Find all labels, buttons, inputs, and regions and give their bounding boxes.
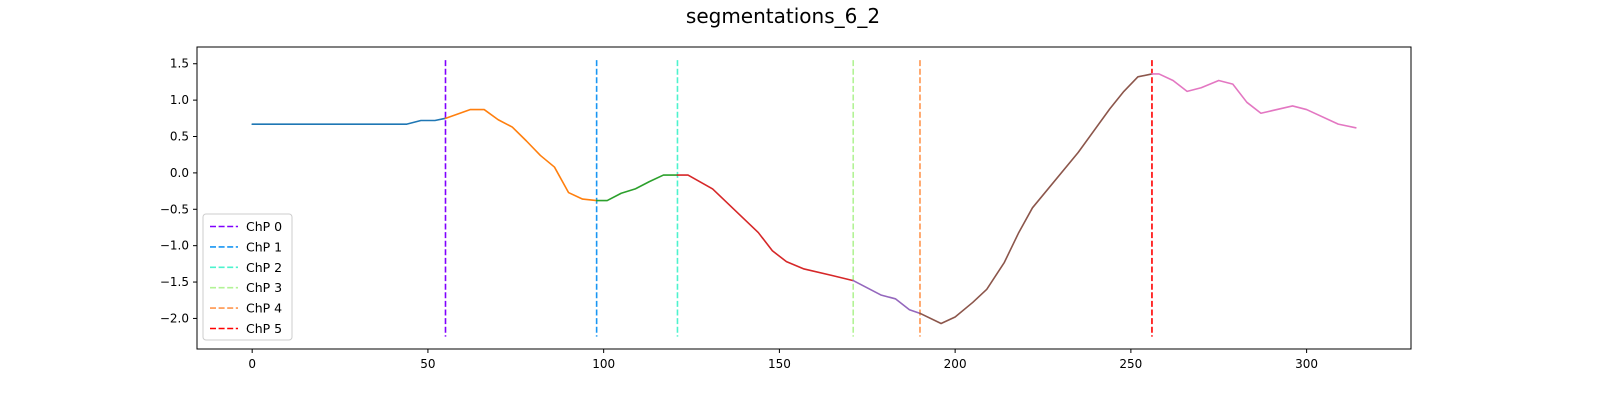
chart-title: segmentations_6_2	[686, 4, 880, 28]
y-tick-label: −0.5	[160, 202, 189, 216]
plot-frame	[196, 46, 1412, 350]
y-tick-label: −2.0	[160, 311, 189, 325]
x-tick-label: 200	[944, 357, 967, 371]
y-axis: 1.5 1.0 0.5 0.0 −0.5 −1.0 −1.5 −2.0	[160, 57, 197, 325]
series-lines	[251, 73, 1357, 325]
x-tick-label: 300	[1295, 357, 1318, 371]
x-tick-label: 150	[768, 357, 791, 371]
series-line	[676, 174, 855, 282]
series-line	[444, 108, 598, 202]
x-tick-label: 250	[1119, 357, 1142, 371]
x-tick-label: 50	[420, 357, 435, 371]
legend-label: ChP 2	[246, 260, 282, 275]
legend-label: ChP 0	[246, 219, 282, 234]
y-tick-label: 0.5	[170, 130, 189, 144]
y-tick-label: 1.5	[170, 57, 189, 71]
series-line	[852, 279, 921, 315]
legend-label: ChP 5	[246, 321, 282, 336]
y-tick-label: 0.0	[170, 166, 189, 180]
x-axis: 0 50 100 150 200 250 300	[248, 349, 1318, 371]
x-tick-label: 100	[592, 357, 615, 371]
changepoint-lines	[444, 60, 1153, 337]
legend-label: ChP 3	[246, 280, 282, 295]
legend-box	[202, 213, 293, 341]
legend-label: ChP 1	[246, 239, 282, 254]
legend: ChP 0 ChP 1 ChP 2 ChP 3 ChP 4 ChP 5	[202, 213, 293, 341]
y-tick-label: −1.0	[160, 239, 189, 253]
series-line	[1151, 73, 1357, 129]
y-tick-label: 1.0	[170, 93, 189, 107]
series-line	[595, 174, 679, 202]
legend-label: ChP 4	[246, 301, 282, 316]
x-tick-label: 0	[248, 357, 256, 371]
y-tick-label: −1.5	[160, 275, 189, 289]
series-line	[251, 117, 447, 125]
series-line	[919, 73, 1153, 325]
